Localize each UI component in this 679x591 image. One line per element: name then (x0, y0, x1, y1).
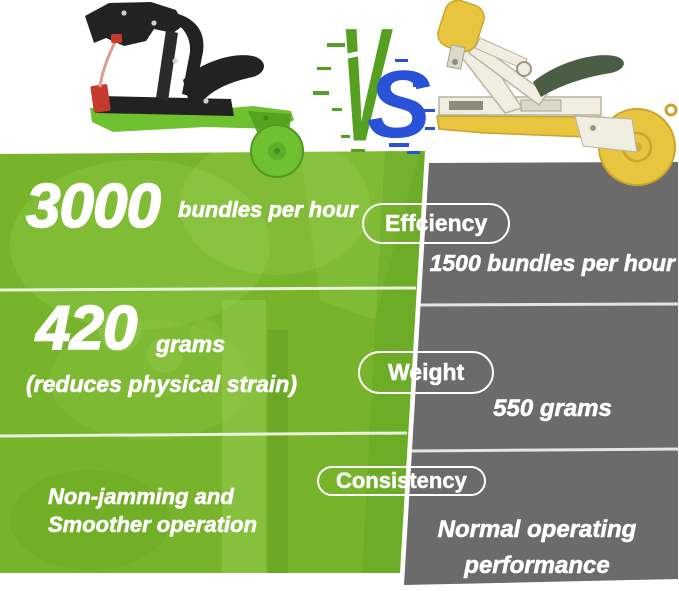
left-green-panel (0, 151, 425, 573)
gray-divider-1 (419, 302, 679, 307)
left-consistency-line1: Non-jamming and (48, 484, 234, 510)
left-consistency-line2: Smoother operation (48, 512, 258, 538)
left-spec-consistency: Non-jamming and Smoother operation (48, 483, 258, 539)
right-spec-consistency: Normal operating performance (412, 512, 662, 584)
left-tool-jaw (85, 2, 184, 46)
efficiency-badge: Effciency (362, 203, 511, 244)
weight-badge: Weight (358, 351, 495, 394)
green-divider-2 (0, 431, 408, 438)
left-spec-weight-note: (reduces physical strain) (26, 371, 298, 398)
left-product-image (85, 2, 304, 178)
left-spec-weight-unit: grams (156, 331, 226, 358)
right-product-image (436, 0, 678, 186)
left-tool-handle (183, 55, 264, 110)
vs-letter-v: V (340, 15, 393, 160)
left-tool-tape (90, 84, 111, 113)
green-divider-1 (0, 286, 417, 292)
vs-glitch-slash (334, 49, 366, 62)
left-spec-weight-value: 420 (35, 294, 138, 363)
right-consistency-line2: performance (464, 552, 610, 580)
right-spec-weight: 550 grams (493, 395, 612, 423)
right-tool-handle (533, 55, 624, 97)
right-consistency-line1: Normal operating (437, 516, 637, 544)
left-spec-efficiency-value: 3000 (25, 172, 162, 241)
green-panel-leaf-texture (10, 151, 425, 573)
right-spec-efficiency: 1500 bundles per hour (429, 250, 675, 277)
consistency-badge: Consistency (317, 466, 486, 496)
left-spec-efficiency-unit: bundles per hour (178, 197, 358, 223)
vs-graphic: V S (313, 15, 435, 160)
gray-divider-2 (411, 447, 679, 453)
vs-glitch-dashes (313, 43, 435, 154)
vs-letter-s: S (367, 51, 431, 158)
